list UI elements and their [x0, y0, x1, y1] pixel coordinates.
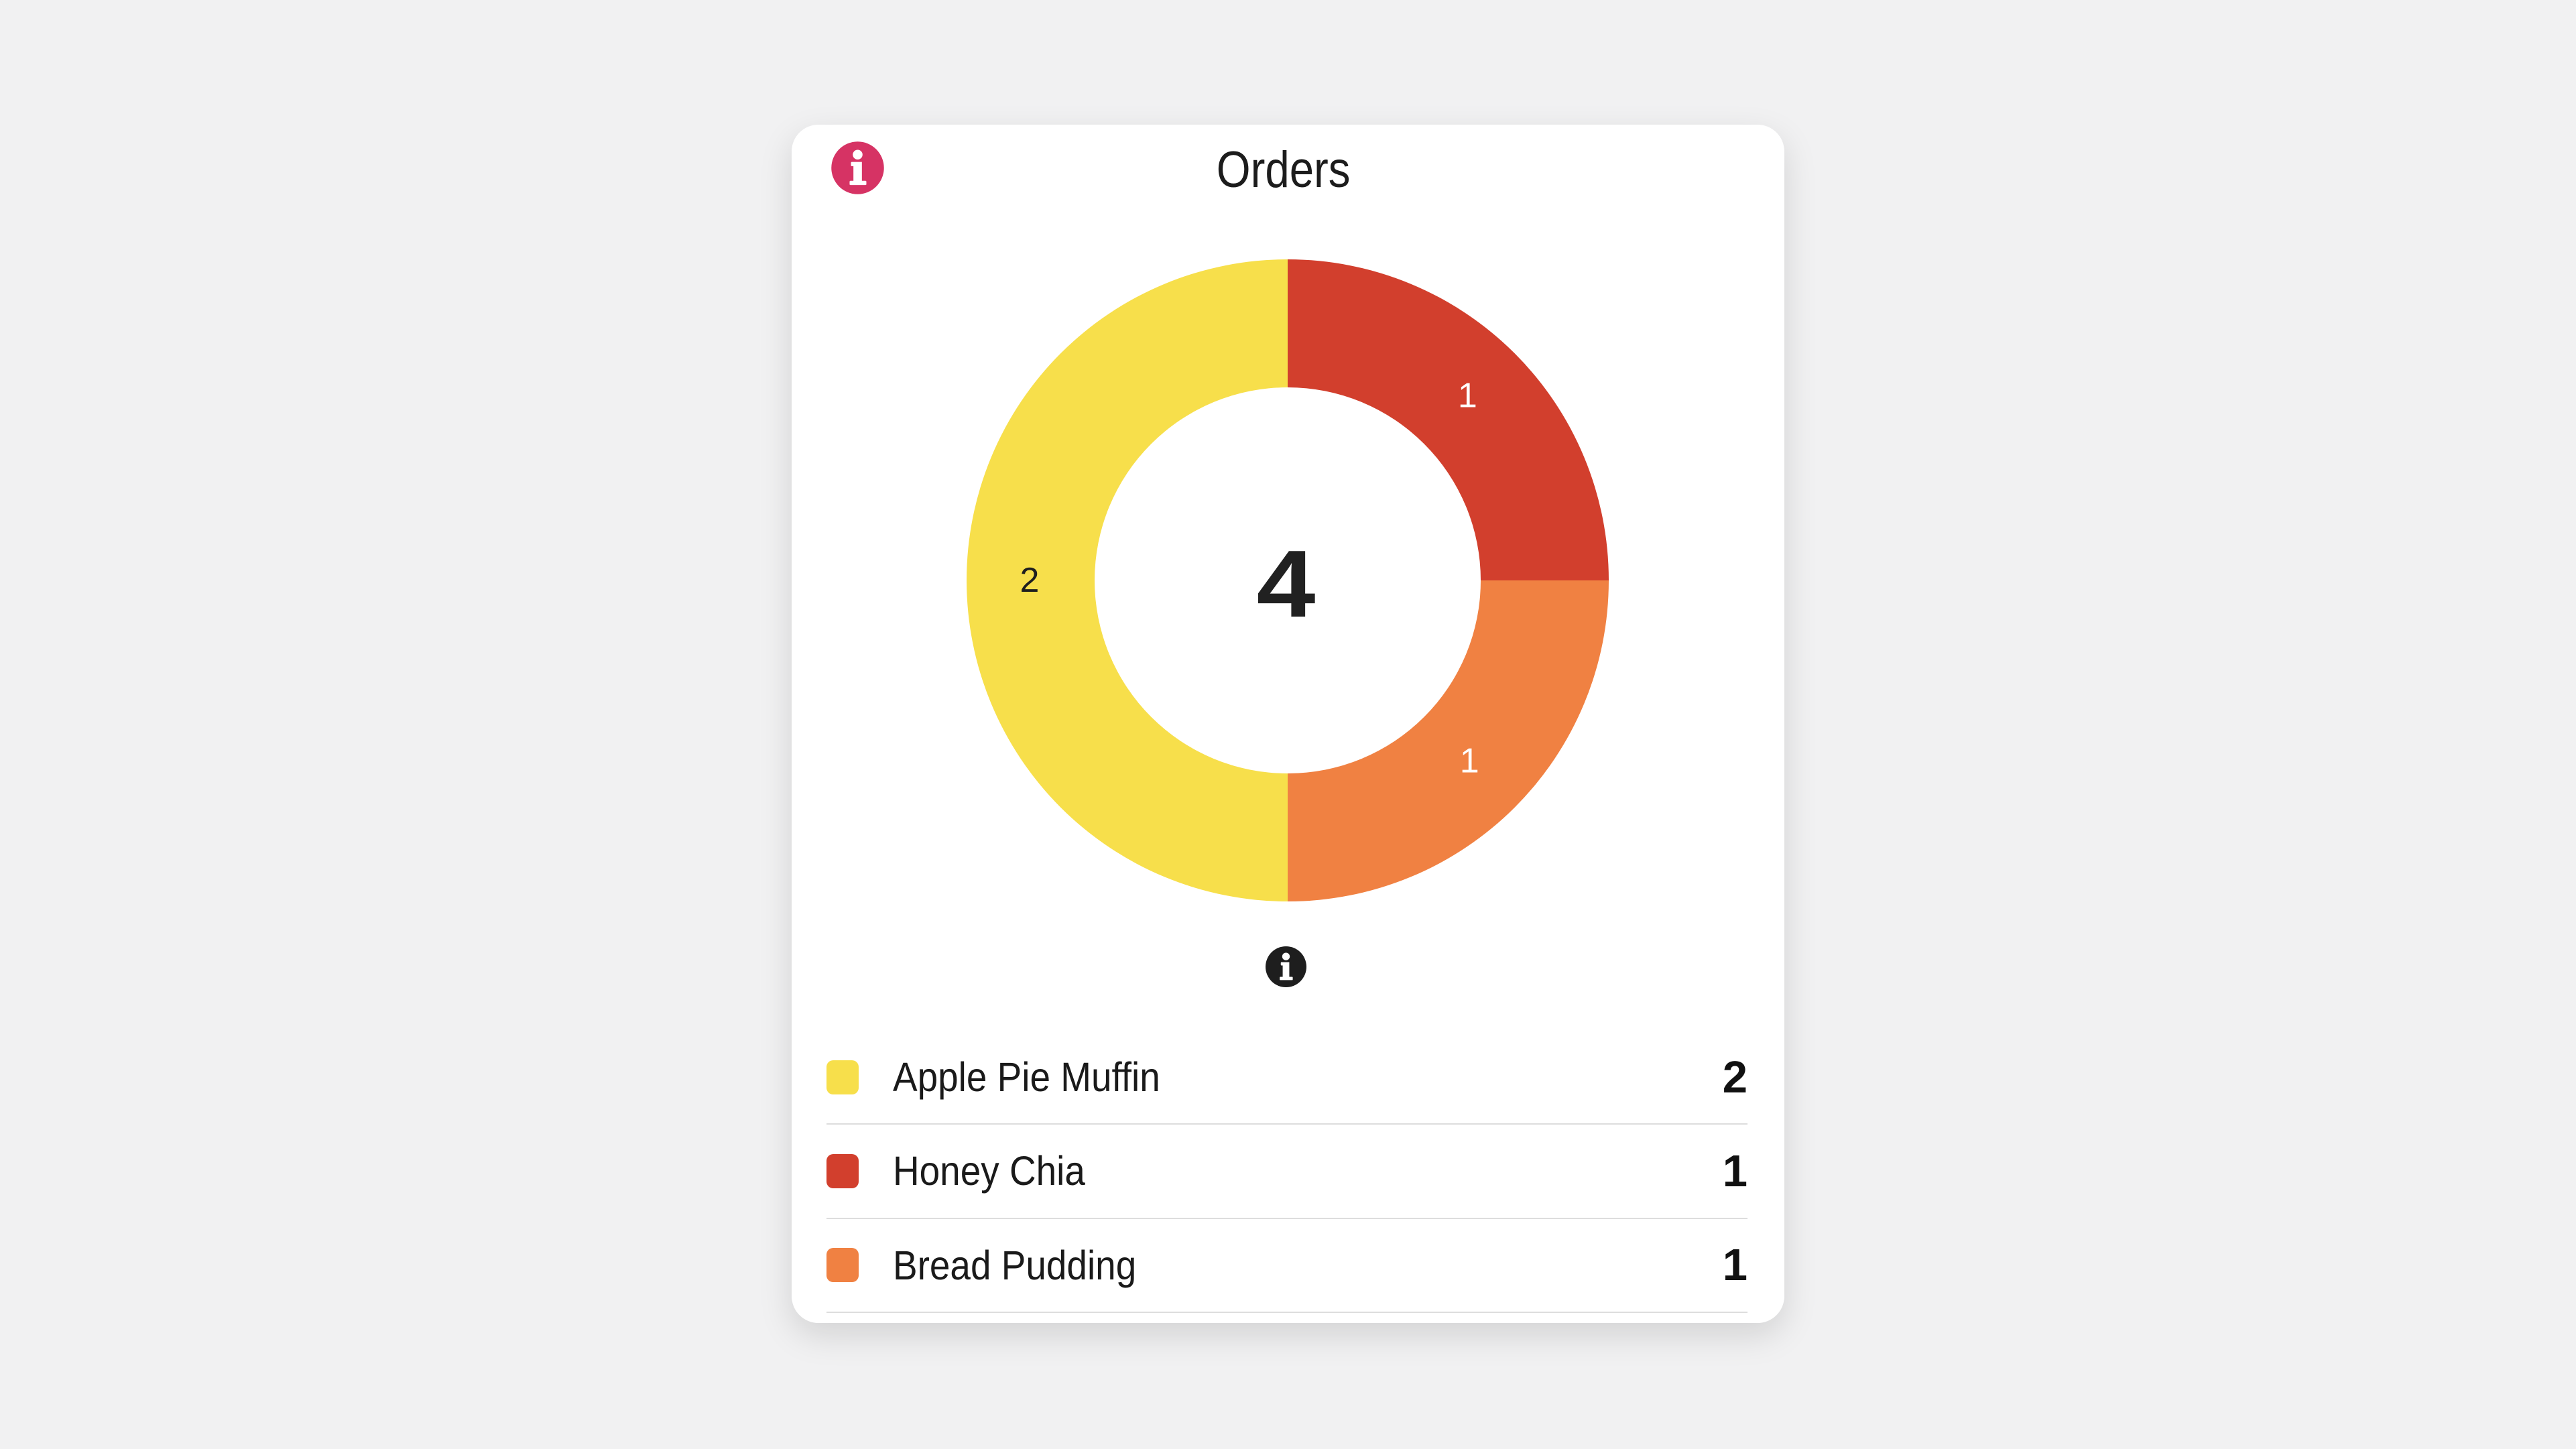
- svg-text:1: 1: [1458, 377, 1477, 416]
- svg-text:2: 2: [1020, 561, 1040, 600]
- svg-text:1: 1: [1460, 742, 1479, 781]
- svg-text:4: 4: [1257, 531, 1316, 637]
